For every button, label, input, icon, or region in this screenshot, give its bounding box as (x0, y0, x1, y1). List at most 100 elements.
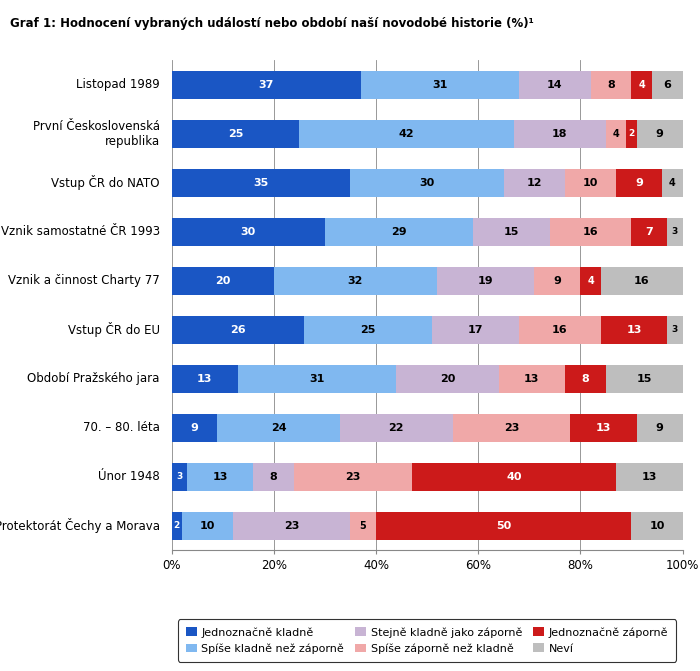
Bar (233, 511, 351, 540)
Bar (606, 364, 682, 393)
Text: 3: 3 (672, 227, 678, 236)
Text: 23: 23 (284, 521, 300, 531)
Bar (636, 119, 682, 148)
Text: 29: 29 (391, 227, 407, 237)
Text: 15: 15 (636, 374, 652, 384)
Text: 40: 40 (506, 472, 522, 482)
Bar (606, 119, 627, 148)
Bar (534, 266, 580, 295)
Text: 20: 20 (215, 276, 230, 286)
Bar (172, 413, 218, 442)
Text: 4: 4 (587, 276, 594, 286)
Text: 3: 3 (176, 472, 182, 481)
Bar (182, 511, 233, 540)
Text: Graf 1: Hodnocení vybraných událostí nebo období naší novodobé historie (%)¹: Graf 1: Hodnocení vybraných událostí neb… (10, 17, 534, 30)
Bar (304, 315, 432, 344)
Text: 15: 15 (503, 227, 519, 237)
Text: 32: 32 (348, 276, 363, 286)
Text: 17: 17 (468, 325, 483, 335)
Bar (218, 413, 340, 442)
Text: 6: 6 (663, 80, 671, 90)
Bar (452, 413, 570, 442)
Legend: Jednoznačně kladně, Spíše kladně než záporně, Stejně kladně jako záporně, Spíše : Jednoznačně kladně, Spíše kladně než záp… (178, 619, 676, 662)
Bar (667, 315, 682, 344)
Bar (300, 119, 514, 148)
Bar (294, 462, 412, 491)
Bar (340, 413, 452, 442)
Text: 35: 35 (253, 178, 269, 188)
Text: 7: 7 (645, 227, 653, 237)
Text: 10: 10 (583, 178, 598, 188)
Text: 25: 25 (228, 129, 243, 139)
Bar (519, 315, 601, 344)
Text: 24: 24 (271, 423, 286, 433)
Bar (432, 315, 519, 344)
Text: 8: 8 (607, 80, 615, 90)
Bar (274, 266, 438, 295)
Bar (519, 70, 591, 99)
Text: 9: 9 (635, 178, 643, 188)
Text: 30: 30 (419, 178, 435, 188)
Bar (172, 462, 187, 491)
Text: 5: 5 (360, 521, 367, 531)
Text: 42: 42 (399, 129, 414, 139)
Bar (636, 413, 682, 442)
Bar (351, 511, 376, 540)
Text: 2: 2 (174, 521, 180, 530)
Text: 16: 16 (582, 227, 598, 237)
Bar (172, 266, 274, 295)
Text: 13: 13 (642, 472, 657, 482)
Text: 13: 13 (524, 374, 540, 384)
Bar (662, 168, 682, 197)
Text: 9: 9 (656, 423, 664, 433)
Text: 37: 37 (258, 80, 274, 90)
Bar (631, 217, 667, 246)
Text: 50: 50 (496, 521, 511, 531)
Bar (591, 70, 631, 99)
Bar (667, 217, 682, 246)
Bar (172, 168, 351, 197)
Bar (631, 511, 682, 540)
Bar (360, 70, 519, 99)
Text: 8: 8 (270, 472, 278, 482)
Bar (172, 70, 360, 99)
Text: 18: 18 (552, 129, 568, 139)
Text: 12: 12 (526, 178, 542, 188)
Text: 13: 13 (596, 423, 611, 433)
Bar (504, 168, 565, 197)
Text: 20: 20 (440, 374, 455, 384)
Bar (631, 70, 652, 99)
Bar (616, 168, 662, 197)
Text: 9: 9 (190, 423, 198, 433)
Bar (626, 119, 636, 148)
Bar (498, 364, 565, 393)
Bar (565, 364, 606, 393)
Text: 13: 13 (626, 325, 642, 335)
Text: 31: 31 (432, 80, 447, 90)
Bar (601, 315, 667, 344)
Text: 23: 23 (345, 472, 361, 482)
Text: 26: 26 (230, 325, 246, 335)
Text: 13: 13 (212, 472, 228, 482)
Text: 4: 4 (612, 129, 620, 139)
Text: 14: 14 (547, 80, 563, 90)
Text: 16: 16 (552, 325, 568, 335)
Text: 9: 9 (656, 129, 664, 139)
Bar (172, 217, 325, 246)
Bar (550, 217, 631, 246)
Bar (473, 217, 550, 246)
Bar (412, 462, 616, 491)
Text: 8: 8 (582, 374, 589, 384)
Text: 4: 4 (669, 178, 675, 188)
Text: 10: 10 (199, 521, 215, 531)
Text: 31: 31 (309, 374, 325, 384)
Text: 25: 25 (360, 325, 376, 335)
Text: 2: 2 (629, 130, 634, 138)
Bar (601, 266, 682, 295)
Text: 19: 19 (478, 276, 493, 286)
Text: 23: 23 (503, 423, 519, 433)
Text: 22: 22 (389, 423, 404, 433)
Bar (514, 119, 606, 148)
Text: 4: 4 (638, 80, 645, 90)
Text: 3: 3 (672, 325, 678, 334)
